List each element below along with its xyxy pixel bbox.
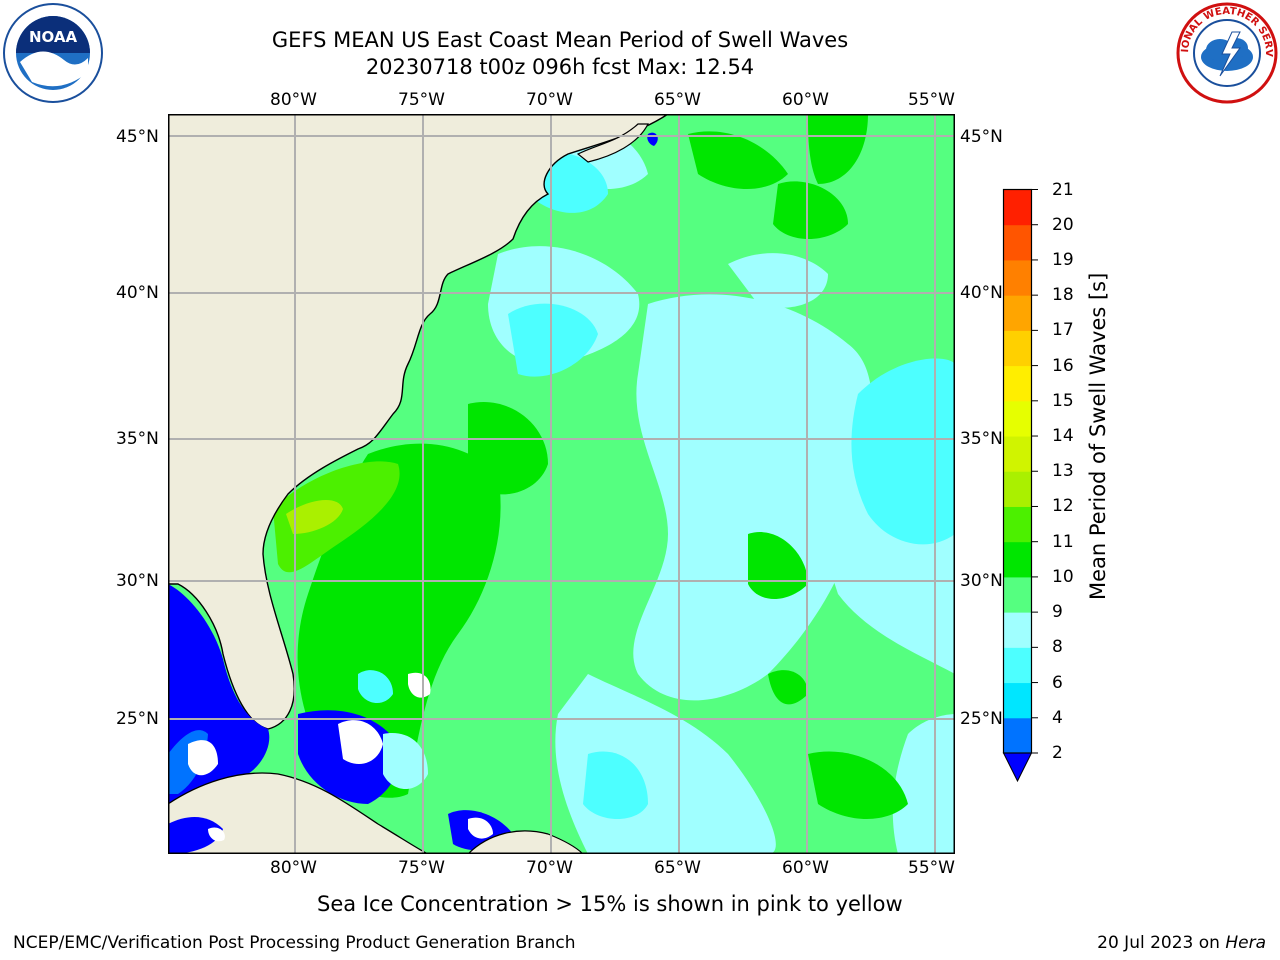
footer-producer: NCEP/EMC/Verification Post Processing Pr… bbox=[13, 933, 576, 953]
lon-label-bottom-70w: 70°W bbox=[526, 858, 573, 878]
noaa-logo-text: NOAA bbox=[29, 28, 78, 46]
lat-label-right-25n: 25°N bbox=[960, 709, 1003, 729]
colorbar-level-label: 20 bbox=[1052, 214, 1074, 235]
colorbar-level-label: 11 bbox=[1052, 531, 1074, 552]
colorbar-level-label: 17 bbox=[1052, 320, 1074, 341]
colorbar-level-label: 18 bbox=[1052, 285, 1074, 306]
new-england-coast bbox=[576, 123, 649, 163]
colorbar-segment bbox=[1003, 189, 1032, 226]
lon-label-bottom-55w: 55°W bbox=[908, 858, 955, 878]
lat-label-right-40n: 40°N bbox=[960, 283, 1003, 303]
colorbar-level-label: 9 bbox=[1052, 602, 1063, 623]
chart-title: GEFS MEAN US East Coast Mean Period of S… bbox=[271, 28, 849, 52]
colorbar-ticks bbox=[1031, 189, 1038, 754]
colorbar-segment bbox=[1003, 400, 1032, 437]
lat-label-left-45n: 45°N bbox=[116, 127, 159, 147]
lat-label-left-35n: 35°N bbox=[116, 429, 159, 449]
caribbean-gap bbox=[208, 827, 225, 842]
hispaniola-land bbox=[467, 830, 584, 854]
lon-label-top-75w: 75°W bbox=[398, 90, 445, 110]
colorbar-level-label: 12 bbox=[1052, 496, 1074, 517]
colorbar-segment bbox=[1003, 436, 1032, 472]
colorbar-segment bbox=[1003, 682, 1032, 719]
colorbar-level-label: 15 bbox=[1052, 390, 1074, 411]
colorbar-segment bbox=[1003, 365, 1032, 402]
colorbar-under-arrow bbox=[1002, 752, 1033, 783]
lon-label-bottom-60w: 60°W bbox=[782, 858, 829, 878]
bahamas-region bbox=[298, 670, 513, 851]
colorbar-segment bbox=[1003, 576, 1032, 613]
lat-label-left-25n: 25°N bbox=[116, 709, 159, 729]
map-frame bbox=[168, 114, 955, 854]
us-east-coast-land bbox=[168, 114, 670, 730]
colorbar-level-label: 13 bbox=[1052, 461, 1074, 482]
colorbar-segments bbox=[1003, 189, 1032, 754]
lon-label-top-55w: 55°W bbox=[908, 90, 955, 110]
colorbar-level-label: 2 bbox=[1052, 743, 1063, 763]
colorbar-level-label: 8 bbox=[1052, 637, 1063, 658]
colorbar-segment bbox=[1003, 506, 1032, 543]
footer-date: 20 Jul 2023 on Hera bbox=[1097, 933, 1266, 953]
lon-label-top-60w: 60°W bbox=[782, 90, 829, 110]
colorbar bbox=[1002, 188, 1038, 783]
lon-label-top-80w: 80°W bbox=[270, 90, 317, 110]
colorbar-level-label: 21 bbox=[1052, 179, 1074, 200]
lat-label-left-30n: 30°N bbox=[116, 571, 159, 591]
swell-period-map bbox=[168, 114, 955, 854]
colorbar-segment bbox=[1003, 295, 1032, 331]
footer-date-text: 20 Jul 2023 on bbox=[1097, 933, 1226, 953]
lat-label-right-45n: 45°N bbox=[960, 127, 1003, 147]
colorbar-segment bbox=[1003, 541, 1032, 578]
colorbar-level-label: 10 bbox=[1052, 566, 1074, 587]
caribbean-low-swell bbox=[168, 817, 223, 854]
gulf-ice-free-gap bbox=[188, 740, 218, 776]
lat-label-left-40n: 40°N bbox=[116, 283, 159, 303]
colorbar-level-label: 16 bbox=[1052, 355, 1074, 376]
colorbar-title: Mean Period of Swell Waves [s] bbox=[1086, 272, 1110, 600]
lon-label-bottom-80w: 80°W bbox=[270, 858, 317, 878]
lat-label-right-35n: 35°N bbox=[960, 429, 1003, 449]
colorbar-level-label: 19 bbox=[1052, 249, 1074, 270]
colorbar-segment bbox=[1003, 717, 1032, 754]
colorbar-segment bbox=[1003, 647, 1032, 684]
lon-label-bottom-75w: 75°W bbox=[398, 858, 445, 878]
colorbar-segment bbox=[1003, 259, 1032, 296]
colorbar-level-label: 14 bbox=[1052, 426, 1074, 447]
map-gridlines bbox=[168, 114, 955, 854]
chart-subtitle-forecast: 20230718 t00z 096h fcst Max: 12.54 bbox=[365, 55, 755, 79]
colorbar-level-label: 4 bbox=[1052, 707, 1063, 728]
lon-label-bottom-65w: 65°W bbox=[654, 858, 701, 878]
cuba-land bbox=[168, 772, 429, 854]
colorbar-level-label: 6 bbox=[1052, 672, 1063, 693]
colorbar-segment bbox=[1003, 471, 1032, 507]
footer-machine: Hera bbox=[1225, 933, 1266, 953]
nws-logo-icon: NATIONAL WEATHER SERVICE bbox=[1176, 2, 1278, 104]
colorbar-segment bbox=[1003, 612, 1032, 648]
sea-ice-note: Sea Ice Concentration > 15% is shown in … bbox=[317, 892, 903, 916]
swell-12-13s-region bbox=[286, 499, 343, 534]
lon-label-top-65w: 65°W bbox=[654, 90, 701, 110]
noaa-logo-icon: NOAA bbox=[3, 3, 103, 103]
lon-label-top-70w: 70°W bbox=[526, 90, 573, 110]
colorbar-segment bbox=[1003, 330, 1032, 367]
colorbar-segment bbox=[1003, 224, 1032, 261]
lat-label-right-30n: 30°N bbox=[960, 571, 1003, 591]
